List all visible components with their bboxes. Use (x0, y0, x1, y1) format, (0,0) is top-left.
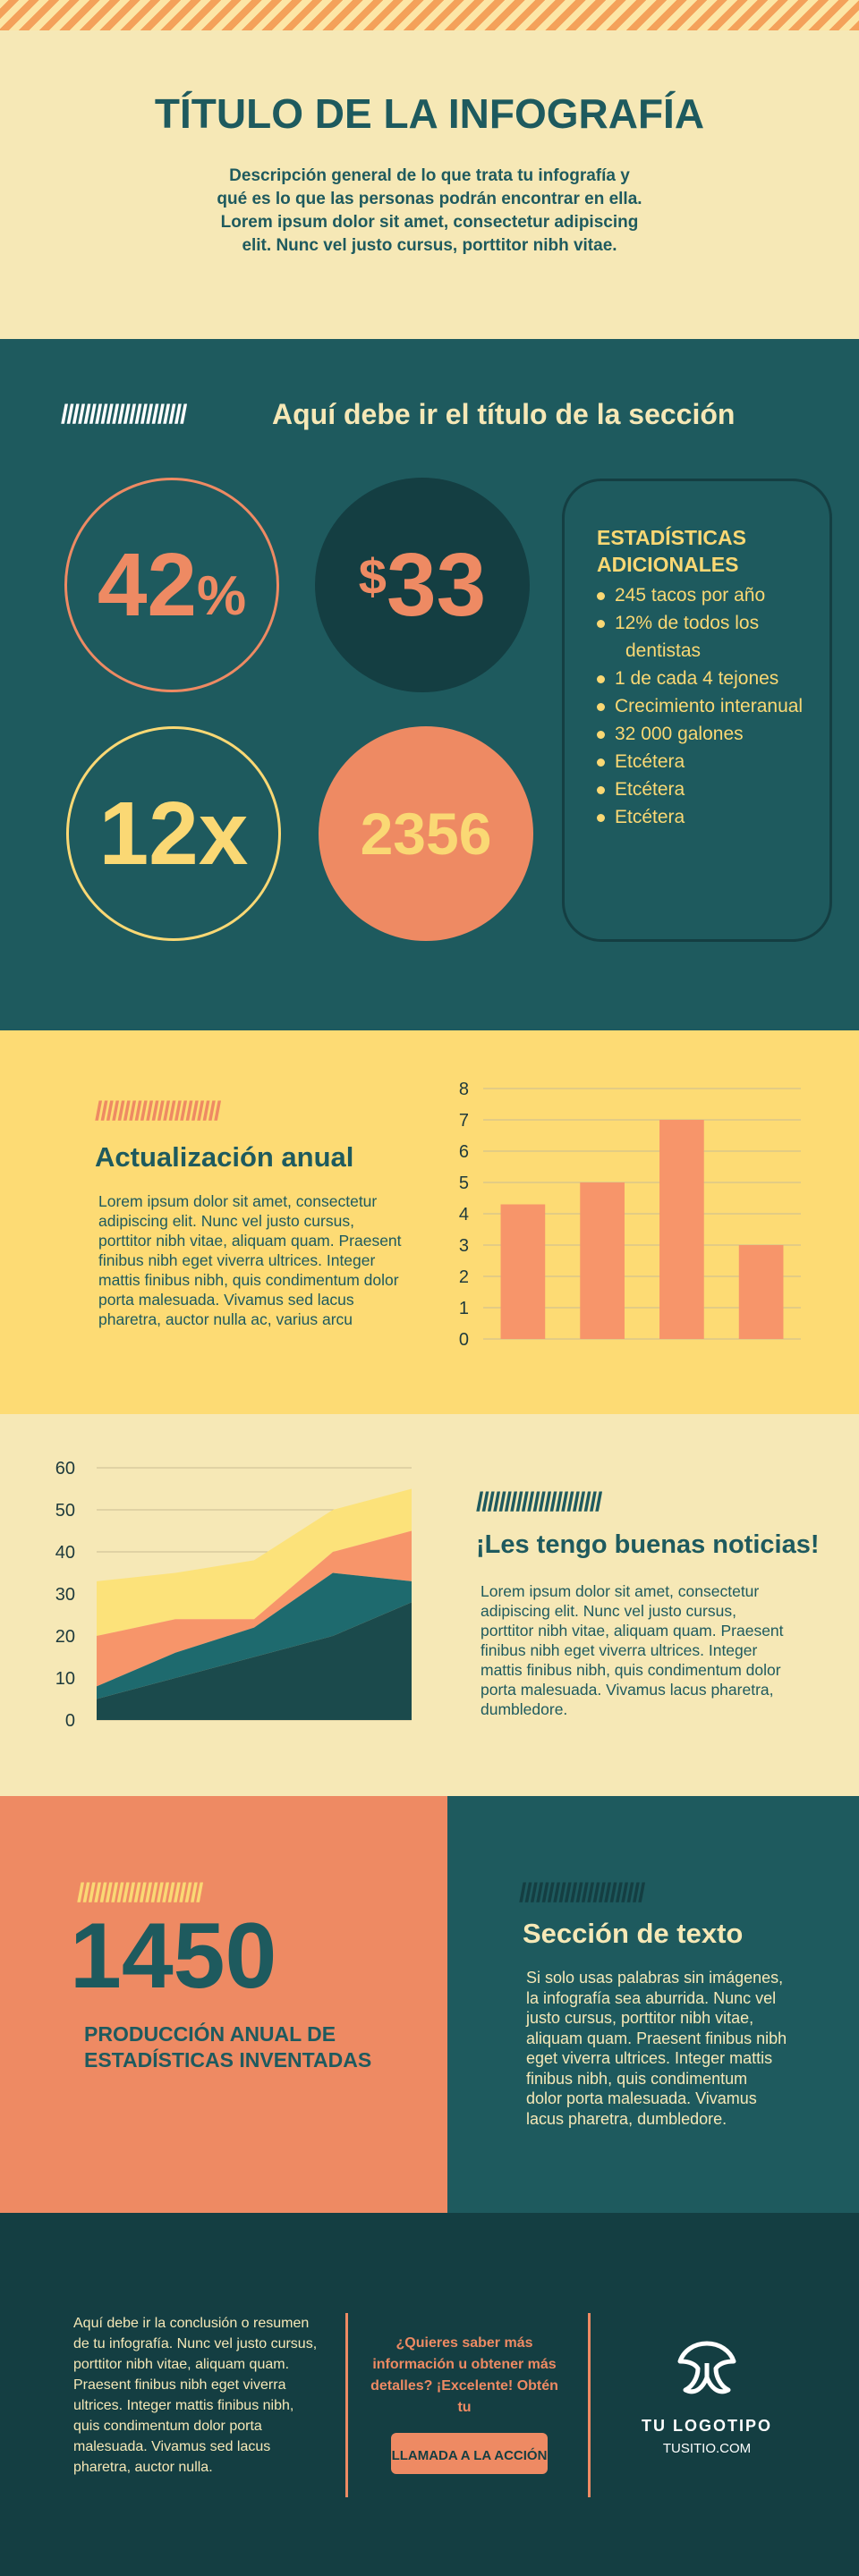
list-item-continuation: dentistas (625, 640, 702, 661)
decorative-stripes (0, 0, 859, 30)
slash-divider: ////////////////////// (95, 1097, 221, 1126)
big-number-panel: ////////////////////// 1450 PRODUCCIÓN A… (0, 1796, 447, 2213)
slash-divider: ////////////////////// (77, 1878, 203, 1908)
big-number-caption: PRODUCCIÓN ANUAL DE ESTADÍSTICAS INVENTA… (84, 2022, 372, 2072)
stat-value: 2356 (360, 801, 492, 867)
stat-value: 12x (98, 783, 249, 884)
annual-update-section: ////////////////////// Actualización anu… (0, 1030, 859, 1414)
list-item: 12% de todos los (597, 609, 803, 637)
y-tick-label: 60 (55, 1459, 75, 1479)
area-chart: 0 10 20 30 40 50 60 (55, 1459, 412, 1731)
bar-chart: 0 1 2 3 4 5 6 7 8 (459, 1080, 801, 1350)
list-item: Etcétera (597, 748, 803, 775)
good-news-section: 0 10 20 30 40 50 60 ////////////////////// ¡Le… (0, 1414, 859, 1796)
logo-url: TUSITIO.COM (662, 2441, 752, 2456)
page-description: Descripción general de lo que trata tu i… (217, 166, 642, 255)
additional-stats-list: 245 tacos por año 12% de todos los denti… (597, 581, 803, 831)
list-item: 1 de cada 4 tejones (597, 665, 803, 692)
list-item: Etcétera (597, 803, 803, 831)
list-item: 32 000 galones (597, 720, 803, 748)
y-tick-label: 50 (55, 1501, 75, 1521)
stat-circle-percent: 42% (64, 478, 279, 692)
cta-text: ¿Quieres saber más información u obtener… (370, 2335, 558, 2415)
stat-value: 42 (97, 534, 198, 635)
divider-line (588, 2313, 591, 2497)
additional-stats-title: ESTADÍSTICAS ADICIONALES (597, 526, 746, 576)
section-body: Lorem ipsum dolor sit amet, consectetur … (481, 1582, 784, 1718)
y-tick-label: 6 (459, 1142, 469, 1162)
y-tick-label: 1 (459, 1299, 469, 1318)
y-tick-label: 8 (459, 1080, 469, 1099)
area-series (97, 1488, 412, 1636)
section-title: ¡Les tengo buenas noticias! (476, 1530, 820, 1559)
y-tick-label: 2 (459, 1267, 469, 1287)
call-to-action-button[interactable]: LLAMADA A LA ACCIÓN (391, 2433, 548, 2474)
y-tick-label: 3 (459, 1236, 469, 1256)
y-tick-label: 20 (55, 1627, 75, 1647)
bar (659, 1120, 704, 1339)
stat-circle-dollars: $33 (315, 478, 530, 692)
y-tick-label: 7 (459, 1111, 469, 1131)
section-title: Sección de texto (523, 1918, 744, 1949)
y-tick-label: 0 (65, 1711, 75, 1731)
conclusion-text: Aquí debe ir la conclusión o resumen de … (73, 2316, 318, 2475)
stat-suffix: % (197, 564, 247, 627)
stat-prefix: $ (358, 548, 387, 605)
list-item: Etcétera (597, 775, 803, 803)
logo-icon (677, 2341, 736, 2394)
y-tick-label: 40 (55, 1543, 75, 1563)
y-tick-label: 0 (459, 1330, 469, 1350)
y-tick-label: 5 (459, 1174, 469, 1193)
section-body: Lorem ipsum dolor sit amet, consectetur … (98, 1192, 402, 1328)
area-series (97, 1602, 412, 1720)
footer: Aquí debe ir la conclusión o resumen de … (0, 2213, 859, 2576)
stat-circle-count: 2356 (319, 726, 533, 941)
section-title: Aquí debe ir el título de la sección (272, 398, 736, 430)
area-series (97, 1530, 412, 1687)
text-section-panel: ////////////////////// Sección de texto … (447, 1796, 859, 2213)
stat-value: 33 (386, 534, 487, 635)
page-title: TÍTULO DE LA INFOGRAFÍA (154, 90, 705, 137)
additional-stats-box: ESTADÍSTICAS ADICIONALES 245 tacos por a… (562, 479, 832, 942)
slash-divider: ////////////////////// (476, 1487, 602, 1517)
stats-section: ////////////////////// Aquí debe ir el t… (0, 339, 859, 1030)
stat-circle-multiplier: 12x (66, 726, 281, 941)
divider-line (345, 2313, 348, 2497)
y-tick-label: 4 (459, 1205, 469, 1224)
logo-name: TU LOGOTIPO (642, 2417, 772, 2435)
bar (580, 1182, 625, 1339)
big-number: 1450 (70, 1904, 277, 2008)
area-series (97, 1572, 412, 1699)
list-item: 245 tacos por año (597, 581, 803, 609)
section-title: Actualización anual (95, 1141, 354, 1173)
bar (738, 1245, 784, 1339)
section-body: Si solo usas palabras sin imágenes, la i… (526, 1969, 787, 2128)
slash-divider: ////////////////////// (61, 400, 187, 429)
slash-divider: ////////////////////// (519, 1878, 645, 1908)
y-tick-label: 30 (55, 1585, 75, 1605)
list-item: Crecimiento interanual (597, 692, 803, 720)
header-section: TÍTULO DE LA INFOGRAFÍA Descripción gene… (0, 30, 859, 339)
y-tick-label: 10 (55, 1669, 75, 1689)
bar (500, 1204, 546, 1339)
